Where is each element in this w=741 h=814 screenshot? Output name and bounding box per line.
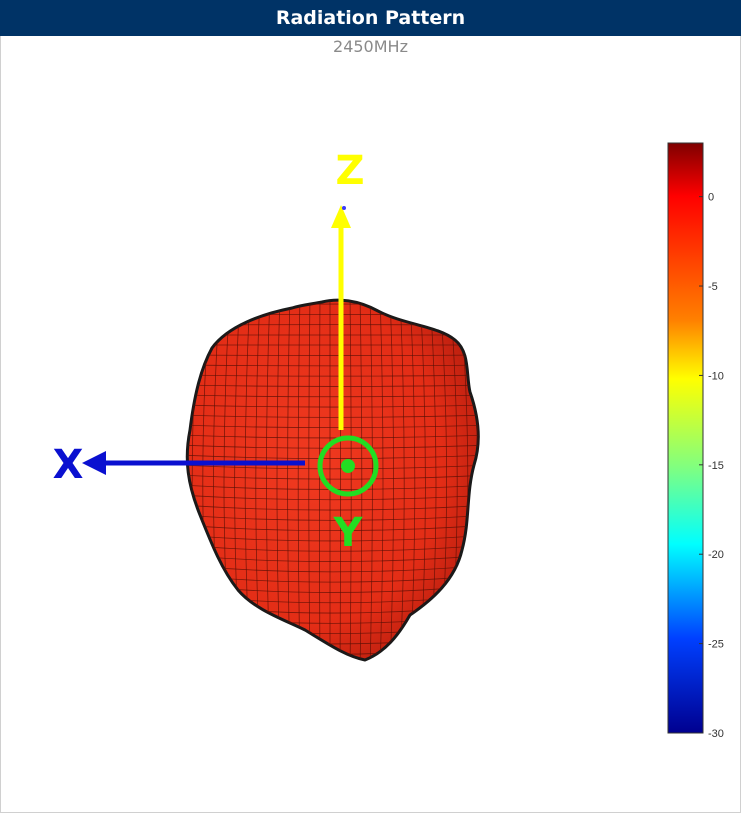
pattern-outline: [185, 298, 480, 662]
y-axis-circle: [317, 435, 379, 497]
colorbar-ticks: 0 -5 -10 -15 -20 -25 -30: [699, 192, 724, 740]
colorbar-gradient: [667, 142, 704, 734]
colorbar-tick-label: -25: [708, 639, 724, 651]
colorbar-tick-label: -20: [708, 549, 724, 561]
colorbar-tick-label: -15: [708, 460, 724, 472]
y-axis-dot: [341, 459, 355, 473]
chart-title: Radiation Pattern: [0, 0, 741, 36]
radiation-pattern-surface: [185, 298, 480, 662]
chart-subtitle: 2450MHz: [333, 37, 408, 56]
z-axis-arrowhead: [331, 205, 351, 228]
colorbar-tick-label: -5: [708, 281, 718, 293]
z-axis-tip-marker: [342, 206, 346, 210]
colorbar: 0 -5 -10 -15 -20 -25 -30: [667, 142, 724, 740]
x-axis-arrowhead: [82, 451, 106, 475]
z-axis-label: Z: [335, 148, 364, 194]
x-axis-label: X: [53, 442, 84, 488]
colorbar-tick-label: -10: [708, 370, 724, 382]
colorbar-tick-label: 0: [708, 192, 714, 204]
coordinate-axes: Z X Y: [53, 148, 379, 556]
y-axis-label: Y: [333, 510, 364, 556]
colorbar-tick-label: -30: [708, 728, 724, 740]
